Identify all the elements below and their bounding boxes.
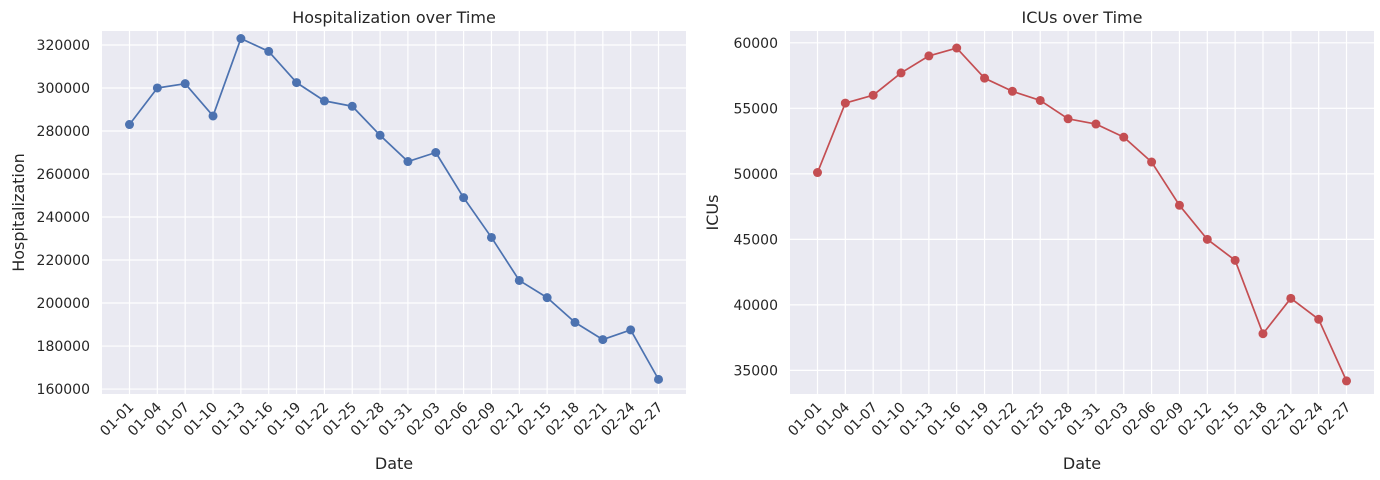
data-point (347, 101, 357, 111)
y-tick-label: 300000 (37, 81, 90, 97)
data-point (375, 130, 385, 140)
y-tick-label: 50000 (733, 167, 778, 183)
data-point (180, 79, 190, 89)
data-point (952, 43, 962, 53)
data-point (813, 168, 822, 178)
y-tick-label: 200000 (37, 296, 90, 312)
data-point (570, 317, 580, 327)
y-tick-label: 60000 (733, 36, 778, 52)
chart-title: Hospitalization over Time (292, 8, 496, 27)
y-tick-label: 240000 (37, 210, 90, 226)
data-point (486, 232, 496, 242)
data-point (514, 275, 524, 285)
data-point (403, 157, 413, 167)
x-axis-title: Date (375, 454, 413, 473)
data-point (1147, 157, 1157, 167)
data-point (319, 96, 329, 106)
y-tick-label: 45000 (733, 232, 778, 248)
data-point (598, 335, 608, 345)
data-point (125, 120, 134, 130)
series-line (816, 47, 1348, 382)
data-point (236, 34, 246, 44)
data-point (208, 111, 218, 121)
data-point (840, 98, 850, 108)
hospitalization-chart: 160000 180000 200000 220000 240000 260000 2800… (9, 8, 686, 473)
y-axis-title: ICUs (703, 195, 722, 231)
plot-area (790, 31, 1374, 394)
data-point (292, 78, 302, 88)
data-point (980, 73, 990, 83)
x-axis-title: Date (1063, 454, 1101, 473)
plot-area (102, 31, 686, 394)
data-point (1258, 329, 1268, 339)
y-tick-label: 280000 (37, 124, 90, 140)
data-point (896, 68, 906, 78)
data-point (1091, 119, 1101, 129)
data-point (1202, 234, 1212, 244)
data-point (1119, 132, 1129, 142)
data-point (542, 293, 552, 303)
y-tick-label: 55000 (733, 101, 778, 117)
data-point (924, 51, 934, 61)
data-point (264, 46, 274, 56)
chart-title: ICUs over Time (1022, 8, 1143, 27)
y-tick-label: 40000 (733, 298, 778, 314)
data-point (431, 148, 441, 158)
y-tick-label: 160000 (37, 382, 90, 398)
data-point (1314, 314, 1324, 324)
data-point (1286, 293, 1296, 303)
data-point (152, 83, 162, 93)
y-axis-title: Hospitalization (9, 153, 28, 272)
data-point (459, 193, 469, 203)
data-point (1035, 95, 1045, 105)
y-tick-label: 320000 (37, 38, 90, 54)
data-point (868, 90, 878, 100)
y-tick-label: 35000 (733, 363, 778, 379)
data-point (1230, 255, 1240, 265)
data-point (1063, 114, 1073, 124)
y-tick-label: 220000 (37, 253, 90, 269)
data-point (1342, 376, 1351, 386)
series-line (128, 37, 660, 380)
icus-chart: 35000400004500050000550006000001-0101-04… (703, 8, 1374, 473)
data-point (1007, 86, 1017, 96)
data-point (654, 374, 663, 384)
y-tick-label: 260000 (37, 167, 90, 183)
y-tick-label: 180000 (37, 339, 90, 355)
data-point (626, 325, 636, 335)
data-point (1174, 200, 1184, 210)
